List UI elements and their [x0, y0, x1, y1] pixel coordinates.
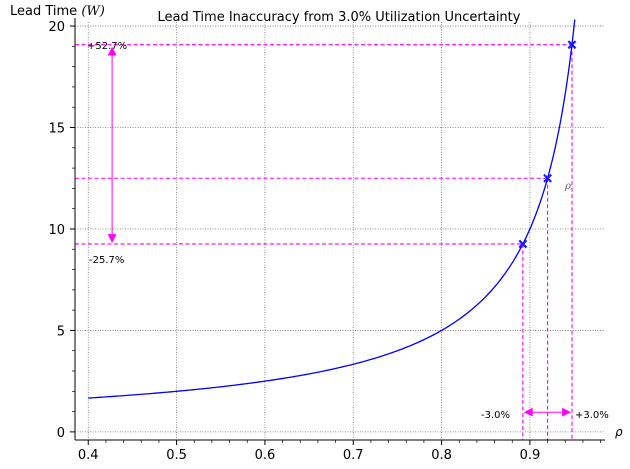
highlight-point: [518, 239, 528, 249]
upper-percent-label: +52.7%: [87, 41, 127, 52]
x-tick-label: 0.7: [343, 448, 364, 463]
y-tick-label: 0: [57, 426, 65, 441]
series-curve: [88, 19, 576, 399]
x-tick-label: 0.6: [255, 448, 276, 463]
chart-title: Lead Time Inaccuracy from 3.0% Utilizati…: [158, 10, 521, 25]
y-tick-label: 5: [57, 324, 65, 339]
y-axis-label: Lead Time (W): [10, 4, 105, 19]
y-tick-label: 15: [48, 122, 65, 137]
left-percent-label: -3.0%: [481, 410, 510, 421]
x-tick-label: 0.8: [431, 448, 452, 463]
x-axis-symbol: ρ: [615, 425, 623, 439]
highlight-point: [543, 173, 552, 183]
rho-marker-label: ρ: [564, 181, 571, 192]
lower-percent-label: -25.7%: [89, 255, 124, 266]
y-tick-label: 20: [48, 20, 65, 35]
y-axis-symbol: W: [86, 4, 101, 19]
y-axis-label-text: Lead Time: [10, 4, 77, 19]
highlight-point: [567, 40, 577, 50]
arrow-head-right: [562, 407, 571, 417]
arrow-head-up: [107, 46, 117, 56]
y-tick-label: 10: [48, 223, 65, 238]
guide-lines: [75, 44, 573, 440]
x-tick-label: 0.9: [520, 448, 541, 463]
right-percent-label: +3.0%: [575, 410, 609, 421]
arrow-head-left: [523, 407, 533, 417]
series-group: [88, 19, 576, 399]
arrow-head-down: [107, 234, 117, 243]
marker-stroke: [543, 173, 552, 183]
marker-stroke: [518, 239, 528, 249]
annotations: +52.7% -25.7% -3.0% +3.0% ρ: [87, 41, 609, 421]
grid-lines: [75, 22, 605, 440]
ticks: 0.4 0.5 0.6 0.7 0.8 0.9 0 5 10 15 20: [48, 20, 601, 463]
x-tick-label: 0.4: [78, 448, 99, 463]
x-tick-label: 0.5: [166, 448, 187, 463]
marker-stroke: [567, 40, 577, 50]
highlight-markers: [518, 40, 577, 249]
